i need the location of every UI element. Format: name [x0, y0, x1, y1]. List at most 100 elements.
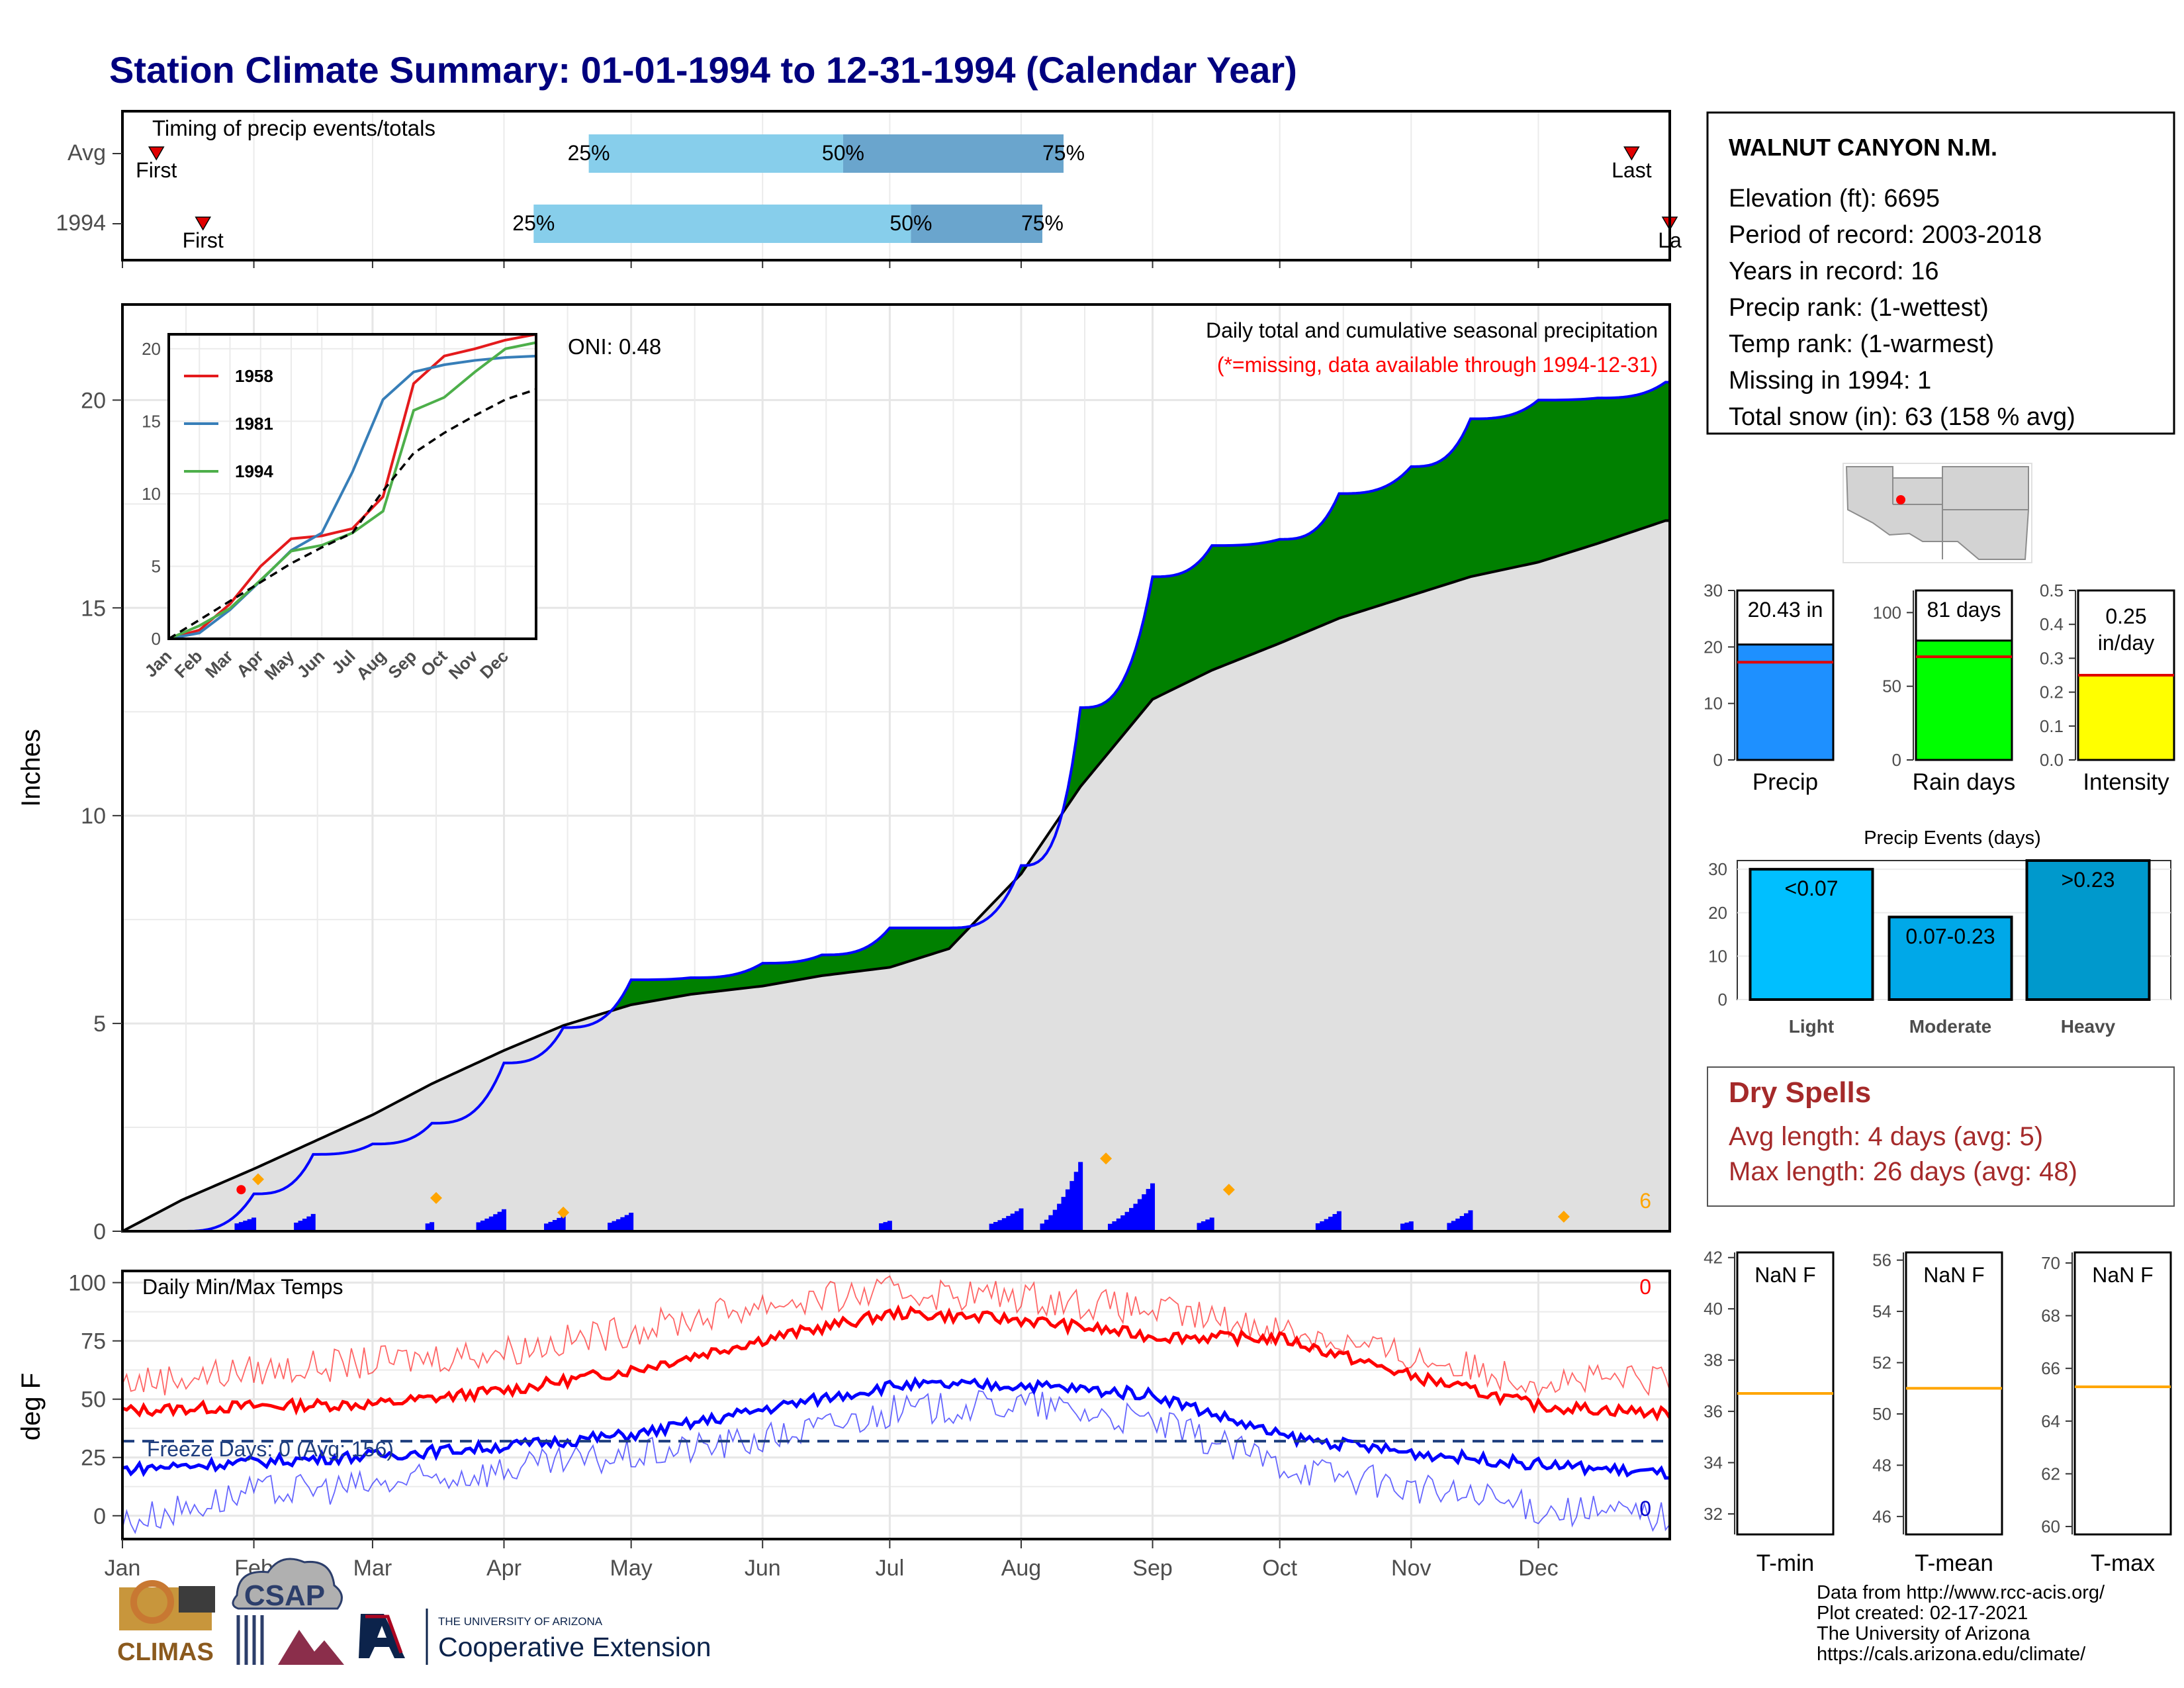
daily-precip-bars — [234, 1162, 1473, 1231]
timing-bar-lower — [588, 134, 843, 173]
temp-box-y-tick: 60 — [2041, 1517, 2060, 1536]
inset-y-tick: 10 — [142, 484, 161, 504]
last-event-label: Last — [1612, 158, 1652, 182]
summary-box — [1915, 589, 2013, 761]
snow-event-marker — [1222, 1184, 1235, 1196]
station-info-box: WALNUT CANYON N.M. Elevation (ft): 6695 P… — [1706, 111, 2175, 435]
precip-event-category: Light — [1789, 1016, 1834, 1037]
temp-box-y-tick: 56 — [1872, 1250, 1891, 1270]
precip-y-tick: 20 — [81, 388, 106, 413]
snow-event-marker — [557, 1206, 570, 1219]
first-event-marker — [148, 146, 165, 161]
footer-line: https://cals.arizona.edu/climate/ — [1817, 1644, 2086, 1665]
precip-frame — [121, 303, 1671, 1233]
inset-x-tick: Jan — [140, 646, 175, 681]
state-borders — [1892, 467, 2028, 559]
timing-row-label: Avg — [68, 140, 106, 165]
month-label: Jul — [876, 1556, 904, 1581]
inset-frame — [167, 333, 537, 640]
temp-box-y-tick: 42 — [1704, 1248, 1723, 1268]
temp-box-y-tick: 46 — [1872, 1507, 1891, 1526]
station-location-dot — [1896, 495, 1905, 504]
month-label: Nov — [1391, 1556, 1431, 1581]
footer-line: The University of Arizona — [1817, 1623, 2030, 1644]
state-shapes — [1845, 466, 2029, 560]
precip-y-tick: 0 — [93, 1219, 106, 1244]
inset-x-tick: Apr — [232, 646, 267, 681]
summary-y-tick: 20 — [1704, 637, 1723, 657]
footer-line: Data from http://www.rcc-acis.org/ — [1817, 1582, 2105, 1603]
timing-p50-label: 50% — [889, 211, 932, 235]
ua-big-text: Cooperative Extension — [438, 1632, 711, 1662]
first-event-marker — [195, 216, 212, 231]
summary-bar-label: Precip — [1752, 769, 1818, 795]
summary-y-tick: 0 — [1892, 750, 1901, 770]
timing-frame — [121, 110, 1671, 261]
inset-legend-label: 1994 — [235, 461, 273, 481]
temp-box-label: T-max — [2091, 1550, 2156, 1576]
temp-box-y-tick: 62 — [2041, 1464, 2060, 1483]
freeze-days-label: Freeze Days: 0 (Avg: 156) — [147, 1437, 394, 1461]
inset-y-tick: 20 — [142, 339, 161, 359]
oni-label: ONI: 0.48 — [568, 334, 661, 359]
summary-y-tick: 0.3 — [2040, 648, 2064, 668]
dry-spells-box: Dry Spells Avg length: 4 days (avg: 5) M… — [1707, 1066, 2175, 1207]
dry-spells-frame — [1707, 1066, 2175, 1207]
station-name: WALNUT CANYON N.M. — [1729, 134, 1997, 161]
summary-value-label: 0.25 in/day — [2098, 604, 2154, 655]
daily-max-temp-line — [122, 1275, 1670, 1398]
temp-box-value: NaN F — [1754, 1263, 1815, 1287]
ua-small-text: THE UNIVERSITY OF ARIZONA — [438, 1615, 603, 1628]
month-label: Sep — [1132, 1556, 1173, 1581]
inset-x-tick: May — [260, 646, 298, 684]
precip-event-bar-label: <0.07 — [1785, 876, 1839, 900]
temp-box-value: NaN F — [1923, 1263, 1984, 1287]
month-label: Oct — [1262, 1556, 1297, 1581]
normal-cumulative-area — [122, 520, 1670, 1231]
month-label: Mar — [353, 1556, 392, 1581]
inset-average-line — [168, 388, 537, 640]
summary-y-tick: 0.2 — [2040, 682, 2064, 702]
timing-bar-upper — [911, 205, 1042, 243]
dry-spells-max: Max length: 26 days (avg: 48) — [1729, 1157, 2077, 1186]
timing-bar-upper — [842, 134, 1064, 173]
timing-p75-label: 75% — [1042, 141, 1085, 165]
timing-label: Timing of precip events/totals — [152, 116, 435, 140]
inset-y-tick: 5 — [152, 556, 161, 576]
inset-x-tick: Sep — [384, 646, 420, 682]
summary-y-tick: 10 — [1704, 694, 1723, 714]
footer-credits: Data from http://www.rcc-acis.org/Plot c… — [1817, 1582, 2105, 1665]
temp-box-y-tick: 50 — [1872, 1404, 1891, 1424]
record-marker — [236, 1185, 246, 1195]
summary-bar — [2077, 674, 2175, 761]
temp-boxes: 32 34 36 38 40 42 NaN F T-min 46 48 50 52 54 56 NaN F T… — [1704, 1248, 2172, 1576]
summary-y-tick: 0 — [1713, 750, 1723, 770]
first-event-label: First — [183, 228, 224, 252]
temp-box-y-tick: 48 — [1872, 1455, 1891, 1475]
precip-y-axis-label: Inches — [17, 729, 46, 807]
csap-mountain — [278, 1630, 344, 1665]
events-y-tick: 30 — [1708, 859, 1727, 879]
footer-line: Plot created: 02-17-2021 — [1817, 1603, 2028, 1624]
precip-y-tick: 5 — [93, 1011, 106, 1037]
timing-p75-label: 75% — [1021, 211, 1064, 235]
temp-box-y-tick: 68 — [2041, 1306, 2060, 1326]
ua-logo: THE UNIVERSITY OF ARIZONA Cooperative Ex… — [359, 1609, 711, 1665]
timing-bar-lower — [533, 205, 911, 243]
summary-y-tick: 100 — [1873, 602, 1901, 622]
climas-logo-text: CLIMAS — [117, 1638, 214, 1666]
precip-event-category: Moderate — [1909, 1016, 1991, 1037]
summary-bar — [1915, 639, 2013, 761]
summary-y-tick: 30 — [1704, 581, 1723, 600]
cumulative-inset: 05101520JanFebMarAprMayJunJulAugSepOctNo… — [140, 333, 537, 684]
inset-x-tick: Aug — [352, 646, 390, 684]
precip-panel-subtitle: (*=missing, data available through 1994-… — [1217, 353, 1658, 377]
dry-spells-avg: Avg length: 4 days (avg: 5) — [1729, 1122, 2043, 1151]
snow-event-marker — [1100, 1152, 1113, 1165]
month-label: May — [610, 1556, 653, 1581]
temp-box-y-tick: 54 — [1872, 1301, 1891, 1321]
temp-box-label: T-mean — [1915, 1550, 1993, 1576]
summary-bars: 0 10 20 30 Precip 20.43 in 0 50 100 Rain days 81 d… — [1704, 581, 2175, 795]
temp-y-tick: 75 — [81, 1329, 106, 1354]
temp-box-y-tick: 70 — [2041, 1253, 2060, 1273]
